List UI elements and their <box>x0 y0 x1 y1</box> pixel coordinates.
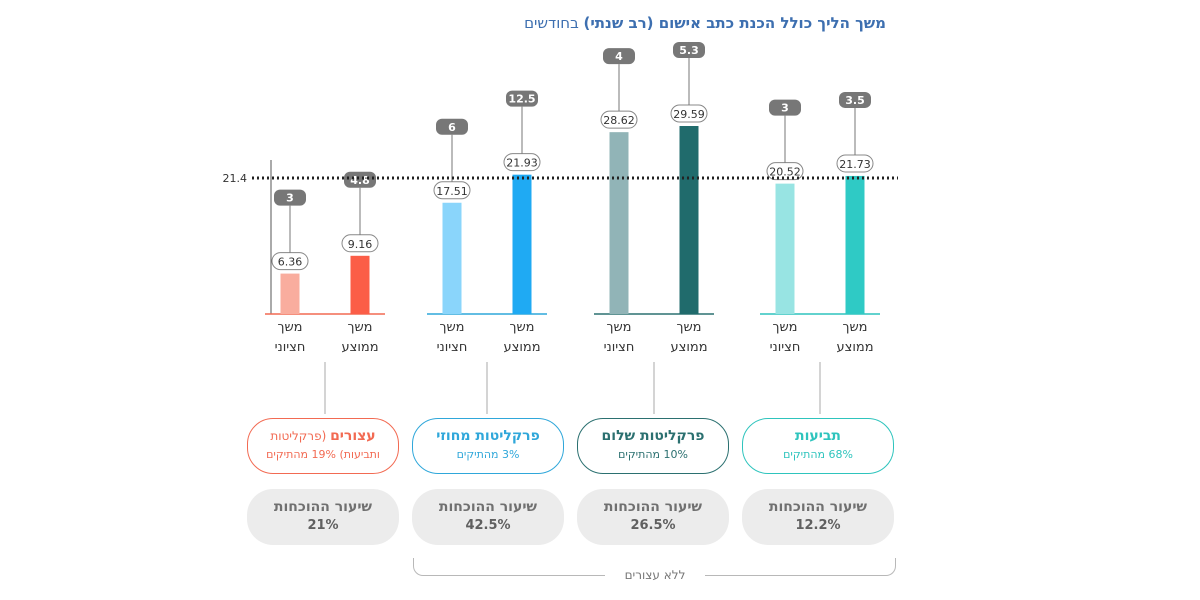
cases-badge: 3 <box>286 192 294 205</box>
bracket-label: ללא עצורים <box>605 568 705 582</box>
bar-label-average: משך <box>347 320 372 335</box>
category-share: 68% מהתיקים <box>783 448 853 461</box>
cases-badge-box <box>436 118 468 135</box>
value-label: 20.52 <box>769 166 801 179</box>
conviction-rate-value: 42.5% <box>465 518 511 533</box>
chart-title-bold: משך הליך כולל הכנת כתב אישום (רב שנתי) <box>583 14 886 32</box>
cases-badge-box <box>506 90 538 107</box>
bar-average <box>845 175 865 314</box>
value-label: 6.36 <box>278 256 303 269</box>
bar-label-average: ממוצע <box>503 340 540 355</box>
bar-label-median: משך <box>277 320 302 335</box>
bar-label-average: משך <box>842 320 867 335</box>
category-box: תביעות 68% מהתיקים <box>742 418 894 474</box>
bar-median <box>609 132 629 314</box>
bar-average <box>679 126 699 314</box>
bar-median <box>775 183 795 314</box>
cases-badge: 5.3 <box>679 44 699 57</box>
cases-badge-box <box>274 189 306 206</box>
conviction-rate-label: שיעור ההוכחות <box>768 499 868 515</box>
category-name-text: תביעות <box>795 428 841 444</box>
chart-title: משך הליך כולל הכנת כתב אישום (רב שנתי) ב… <box>524 14 886 32</box>
value-label: 29.59 <box>673 108 705 121</box>
category-box: פרקליטות מחוזי 3% מהתיקים <box>412 418 564 474</box>
category-name: עצורים (פרקליטות <box>248 426 398 446</box>
bar-label-median: חציוני <box>770 340 801 355</box>
category-name: תביעות <box>743 426 893 446</box>
cases-badge: 4.8 <box>350 174 370 187</box>
conviction-rate-label: שיעור ההוכחות <box>438 499 538 515</box>
bar-label-average: משך <box>676 320 701 335</box>
category-name-text: פרקליטות שלום <box>601 428 705 444</box>
bar-label-median: משך <box>772 320 797 335</box>
bar-median <box>280 273 300 314</box>
conviction-rate-value: 12.2% <box>795 518 841 533</box>
conviction-rate-value: 21% <box>307 518 339 533</box>
category-name-text: עצורים <box>330 428 376 444</box>
cases-badge-box <box>603 48 635 65</box>
value-label: 9.16 <box>348 238 373 251</box>
conviction-rate-box: שיעור ההוכחות 12.2% <box>742 489 894 545</box>
category-share: 3% מהתיקים <box>456 448 520 461</box>
value-label: 21.73 <box>839 158 871 171</box>
category-name-text: פרקליטות מחוזי <box>436 428 540 444</box>
category-name-note: (פרקליטות <box>270 429 331 443</box>
cases-badge: 6 <box>448 121 456 134</box>
bar-median <box>442 202 462 314</box>
category-name: פרקליטות מחוזי <box>413 426 563 446</box>
bar-label-average: ממוצע <box>341 340 378 355</box>
conviction-rate-label: שיעור ההוכחות <box>273 499 373 515</box>
bar-label-median: חציוני <box>437 340 468 355</box>
bar-label-average: ממוצע <box>836 340 873 355</box>
category-box: עצורים (פרקליטות ותביעות) 19% מהתיקים <box>247 418 399 474</box>
bar-average <box>512 174 532 314</box>
cases-badge-box <box>769 99 801 116</box>
value-label: 28.62 <box>603 114 635 127</box>
bar-label-median: חציוני <box>604 340 635 355</box>
bar-average <box>350 255 370 314</box>
chart-title-unit: בחודשים <box>524 14 584 32</box>
conviction-rate-value: 26.5% <box>630 518 676 533</box>
bar-label-median: חציוני <box>275 340 306 355</box>
bar-label-average: ממוצע <box>670 340 707 355</box>
category-box: פרקליטות שלום 10% מהתיקים <box>577 418 729 474</box>
cases-badge-box <box>673 42 705 58</box>
bar-label-median: משך <box>606 320 631 335</box>
cases-badge: 4 <box>615 50 623 63</box>
category-share: ותביעות) 19% מהתיקים <box>266 448 380 461</box>
conviction-rate-box: שיעור ההוכחות 26.5% <box>577 489 729 545</box>
bar-label-average: משך <box>509 320 534 335</box>
conviction-rate-box: שיעור ההוכחות 42.5% <box>412 489 564 545</box>
category-share: 10% מהתיקים <box>618 448 688 461</box>
value-label: 17.51 <box>436 185 468 198</box>
cases-badge-box <box>839 91 871 108</box>
conviction-rate-label: שיעור ההוכחות <box>603 499 703 515</box>
cases-badge-box <box>344 171 376 188</box>
reference-line-label: 21.4 <box>223 172 248 185</box>
bar-label-median: משך <box>439 320 464 335</box>
cases-badge: 3 <box>781 102 789 115</box>
cases-badge: 3.5 <box>845 94 865 107</box>
cases-badge: 12.5 <box>508 93 535 106</box>
value-label: 21.93 <box>506 157 538 170</box>
conviction-rate-box: שיעור ההוכחות 21% <box>247 489 399 545</box>
category-name: פרקליטות שלום <box>578 426 728 446</box>
